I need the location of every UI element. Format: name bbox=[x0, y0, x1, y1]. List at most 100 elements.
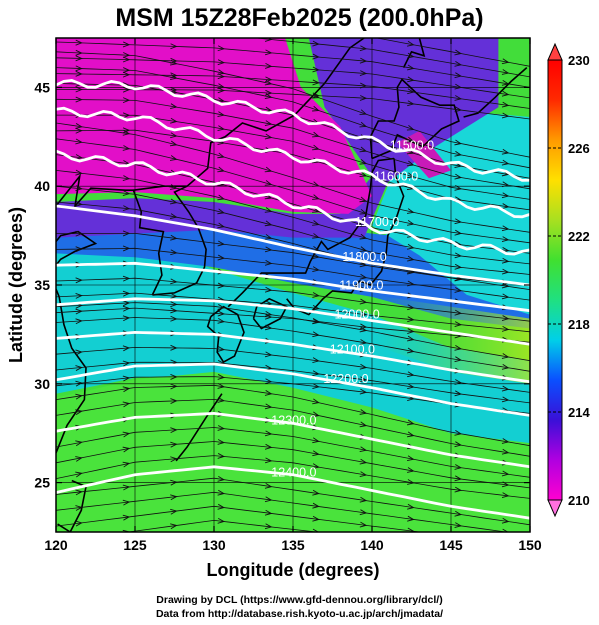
credit-data-source: Data from http://database.rish.kyoto-u.a… bbox=[155, 608, 444, 620]
wind-arrow bbox=[217, 87, 226, 94]
wind-arrow bbox=[264, 38, 273, 42]
wind-streamlines bbox=[56, 23, 530, 573]
wind-arrow bbox=[312, 194, 320, 200]
wind-arrow bbox=[359, 388, 368, 395]
wind-arrow bbox=[264, 234, 273, 240]
wind-arrow bbox=[170, 234, 178, 241]
wind-arrow bbox=[407, 335, 415, 342]
coast-korea bbox=[132, 38, 365, 296]
wind-arrow bbox=[75, 70, 83, 77]
colorbar-tick-label: 214 bbox=[568, 405, 590, 420]
wind-arrow bbox=[501, 315, 510, 321]
wind-arrow bbox=[454, 173, 463, 180]
y-tick-label: 25 bbox=[34, 475, 50, 491]
x-tick-label: 125 bbox=[123, 537, 147, 553]
wind-arrow bbox=[264, 443, 273, 450]
wind-arrow bbox=[501, 90, 510, 97]
wind-arrow bbox=[170, 315, 178, 322]
wind-arrow bbox=[407, 40, 415, 47]
wind-arrow bbox=[75, 292, 83, 299]
wind-arrow bbox=[454, 150, 463, 157]
wind-arrow bbox=[75, 567, 82, 573]
wind-arrow bbox=[501, 181, 510, 188]
wind-arrow bbox=[454, 429, 463, 436]
wind-arrow bbox=[75, 349, 83, 356]
wind-arrow bbox=[122, 461, 131, 468]
wind-arrow bbox=[264, 509, 273, 516]
wind-arrow bbox=[122, 175, 131, 181]
wind-arrow bbox=[312, 463, 320, 470]
wind-arrow bbox=[75, 246, 83, 253]
wind-arrow bbox=[217, 194, 225, 201]
streamline bbox=[56, 51, 530, 158]
wind-arrow bbox=[454, 287, 463, 293]
contour-label: 12400.0 bbox=[271, 465, 316, 479]
coast-kyushu bbox=[206, 305, 245, 364]
wind-arrow bbox=[454, 510, 463, 517]
wind-arrow bbox=[170, 72, 178, 79]
map-title: MSM 15Z28Feb2025 (200.0hPa) bbox=[115, 4, 484, 32]
wind-arrow bbox=[122, 300, 131, 307]
wind-arrow bbox=[455, 557, 461, 563]
wind-arrow bbox=[217, 254, 226, 261]
wind-arrow bbox=[312, 105, 320, 112]
wind-arrow bbox=[407, 76, 415, 83]
streamline bbox=[56, 361, 530, 404]
streamline bbox=[56, 185, 530, 275]
wind-arrow bbox=[359, 471, 368, 477]
wind-arrow bbox=[406, 124, 415, 131]
streamline bbox=[56, 398, 530, 457]
wind-arrow bbox=[122, 431, 131, 438]
wind-arrow bbox=[170, 249, 178, 256]
x-axis-label: Longitude (degrees) bbox=[206, 560, 379, 580]
wind-arrow bbox=[122, 190, 131, 197]
wind-arrow bbox=[122, 67, 131, 73]
x-tick-label: 140 bbox=[360, 537, 384, 553]
wind-arrow bbox=[312, 489, 320, 496]
wind-arrow bbox=[122, 112, 131, 119]
streamline bbox=[56, 505, 423, 532]
wind-arrow bbox=[75, 185, 83, 192]
wind-arrow bbox=[265, 76, 273, 83]
wind-arrow bbox=[122, 41, 131, 48]
wind-arrow bbox=[312, 411, 320, 418]
wind-arrow bbox=[170, 43, 178, 50]
wind-arrow bbox=[312, 398, 320, 405]
wind-arrow bbox=[218, 32, 224, 38]
wind-arrow bbox=[170, 374, 178, 380]
wind-arrow bbox=[312, 144, 320, 151]
x-tick-label: 130 bbox=[202, 537, 226, 553]
wind-arrow bbox=[454, 229, 463, 236]
wind-arrow bbox=[75, 318, 83, 325]
wind-arrow bbox=[75, 308, 83, 315]
contour-label: 11800.0 bbox=[342, 250, 386, 264]
wind-arrow bbox=[454, 185, 463, 191]
wind-arrow bbox=[407, 383, 415, 390]
wind-arrow bbox=[264, 378, 273, 385]
wind-arrow bbox=[75, 409, 83, 415]
wind-arrow bbox=[264, 457, 273, 464]
wind-arrow bbox=[170, 213, 178, 219]
wind-arrow bbox=[122, 127, 131, 134]
wind-arrow bbox=[169, 155, 178, 161]
streamline bbox=[56, 247, 530, 301]
wind-arrow bbox=[312, 331, 320, 338]
wind-arrow bbox=[170, 427, 178, 434]
wind-arrow bbox=[75, 393, 83, 400]
wind-arrow bbox=[407, 503, 415, 510]
wind-arrow bbox=[265, 23, 272, 29]
contour-label: 11700.0 bbox=[355, 215, 399, 229]
wind-arrow bbox=[312, 92, 320, 99]
wind-arrow bbox=[265, 537, 271, 543]
wind-arrow bbox=[170, 441, 178, 448]
wind-arrow bbox=[501, 448, 510, 455]
wind-arrow bbox=[407, 316, 415, 323]
y-tick-label: 40 bbox=[34, 178, 50, 194]
coast-kurils bbox=[463, 66, 528, 118]
wind-arrow bbox=[359, 70, 368, 77]
streamline bbox=[56, 57, 530, 99]
streamline bbox=[56, 138, 530, 244]
wind-arrow bbox=[217, 489, 226, 496]
wind-arrow bbox=[75, 123, 83, 129]
wind-arrow bbox=[312, 266, 320, 272]
